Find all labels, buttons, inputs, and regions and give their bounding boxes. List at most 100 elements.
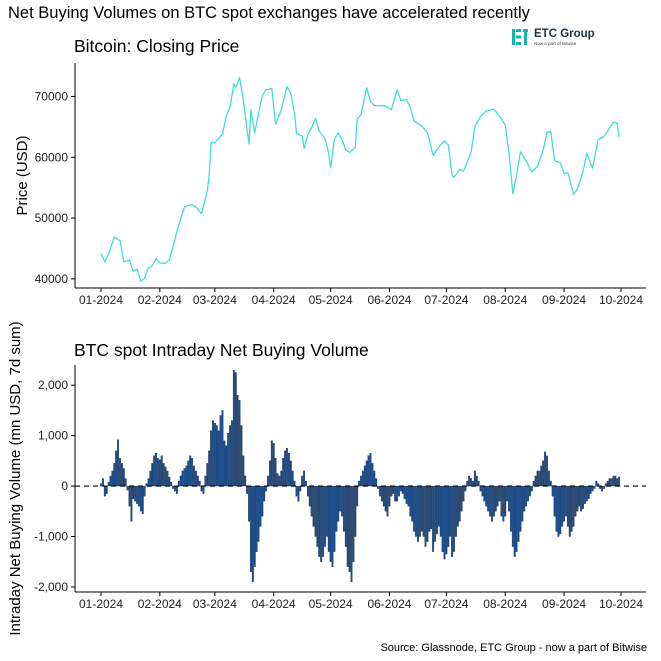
volume-x-tick-label: 08-2024 bbox=[483, 597, 527, 611]
volume-bar bbox=[458, 485, 461, 522]
volume-bar bbox=[299, 485, 302, 492]
volume-x-tick-label: 03-2024 bbox=[193, 597, 237, 611]
volume-bar bbox=[601, 485, 603, 492]
volume-bar bbox=[215, 425, 218, 487]
volume-bar bbox=[384, 485, 387, 512]
volume-bar bbox=[426, 485, 429, 542]
volume-bar bbox=[618, 476, 621, 487]
volume-bar bbox=[310, 485, 313, 517]
volume-bar bbox=[117, 439, 120, 487]
volume-bar bbox=[415, 485, 417, 537]
volume-bar bbox=[248, 485, 250, 522]
volume-bar bbox=[126, 485, 129, 491]
volume-bar bbox=[305, 480, 307, 487]
volume-bar bbox=[234, 372, 237, 487]
volume-bar bbox=[561, 485, 564, 527]
volume-bar bbox=[475, 475, 478, 487]
volume-bar bbox=[418, 485, 421, 537]
volume-bar bbox=[589, 485, 592, 494]
volume-bar bbox=[553, 485, 556, 517]
volume-bar bbox=[259, 485, 262, 527]
volume-bar bbox=[174, 485, 176, 492]
volume-bar bbox=[566, 485, 569, 527]
volume-bar bbox=[494, 485, 497, 512]
volume-bar bbox=[257, 485, 260, 542]
volume-y-tick-label: -2,000 bbox=[34, 580, 68, 594]
volume-bar bbox=[124, 478, 127, 487]
volume-bar bbox=[610, 478, 613, 487]
volume-bar bbox=[422, 485, 425, 537]
volume-bar bbox=[473, 470, 476, 487]
volume-bar bbox=[371, 463, 374, 487]
volume-bar bbox=[390, 485, 393, 497]
price-x-tick-label: 01-2024 bbox=[79, 293, 123, 307]
chart-headline: Net Buying Volumes on BTC spot exchanges… bbox=[8, 4, 530, 22]
volume-bar bbox=[361, 470, 364, 487]
volume-bar bbox=[580, 485, 583, 512]
volume-bar bbox=[341, 485, 343, 517]
volume-bar bbox=[568, 485, 571, 537]
volume-bar bbox=[496, 485, 499, 507]
volume-bar bbox=[293, 480, 296, 487]
volume-y-axis-label: Intraday Net Buying Volume (mn USD, 7d s… bbox=[7, 321, 24, 635]
volume-bar bbox=[164, 466, 167, 487]
price-y-tick-label: 70000 bbox=[35, 89, 69, 103]
volume-bar bbox=[411, 485, 414, 522]
volume-bar bbox=[578, 485, 581, 507]
volume-bar bbox=[563, 485, 565, 522]
volume-bar bbox=[189, 455, 192, 487]
volume-bar bbox=[394, 485, 397, 502]
volume-bar bbox=[515, 485, 518, 552]
price-y-axis-label: Price (USD) bbox=[14, 135, 31, 215]
volume-bar bbox=[398, 485, 400, 497]
volume-bar bbox=[166, 470, 169, 487]
volume-bar bbox=[291, 470, 294, 487]
volume-bar bbox=[409, 485, 412, 517]
volume-bar bbox=[139, 485, 142, 512]
volume-bar bbox=[168, 476, 171, 487]
volume-bar bbox=[103, 485, 106, 497]
volume-bar bbox=[405, 485, 408, 504]
volume-bar bbox=[582, 485, 584, 509]
volume-bar bbox=[303, 470, 306, 487]
volume-bar bbox=[196, 475, 199, 487]
volume-bar bbox=[530, 485, 533, 492]
volume-bar bbox=[587, 485, 590, 499]
volume-bar bbox=[282, 458, 285, 487]
volume-bar bbox=[616, 478, 619, 487]
volume-bar bbox=[157, 458, 159, 487]
volume-bar bbox=[194, 470, 197, 487]
etc-group-logo-icon bbox=[512, 29, 528, 45]
volume-bar bbox=[314, 485, 317, 537]
volume-bar bbox=[388, 485, 391, 507]
price-x-tick-label: 10-2024 bbox=[599, 293, 643, 307]
volume-bar bbox=[238, 400, 241, 487]
volume-bar bbox=[278, 475, 281, 487]
volume-bar bbox=[185, 465, 188, 487]
volume-bar bbox=[352, 485, 355, 562]
volume-bar bbox=[527, 485, 529, 502]
volume-bar bbox=[115, 450, 118, 487]
volume-bar bbox=[151, 463, 154, 487]
volume-bar bbox=[320, 485, 323, 562]
price-x-tick-label: 07-2024 bbox=[424, 293, 468, 307]
volume-bar bbox=[227, 432, 230, 487]
volume-bar bbox=[430, 485, 433, 530]
volume-bar bbox=[344, 485, 347, 547]
volume-bar bbox=[574, 485, 577, 517]
volume-bar bbox=[428, 485, 431, 532]
volume-bar bbox=[447, 485, 450, 547]
volume-bar bbox=[523, 485, 526, 512]
volume-bar bbox=[181, 470, 184, 487]
volume-bar bbox=[403, 485, 406, 499]
volume-bar bbox=[193, 465, 195, 487]
volume-bar bbox=[367, 455, 370, 487]
volume-bar bbox=[466, 480, 469, 487]
volume-bar bbox=[172, 485, 175, 489]
volume-bar bbox=[536, 470, 539, 487]
volume-bar bbox=[335, 485, 338, 532]
volume-bar bbox=[160, 455, 163, 487]
volume-bar bbox=[534, 475, 537, 487]
volume-bar bbox=[120, 463, 123, 487]
volume-bar bbox=[145, 483, 148, 487]
